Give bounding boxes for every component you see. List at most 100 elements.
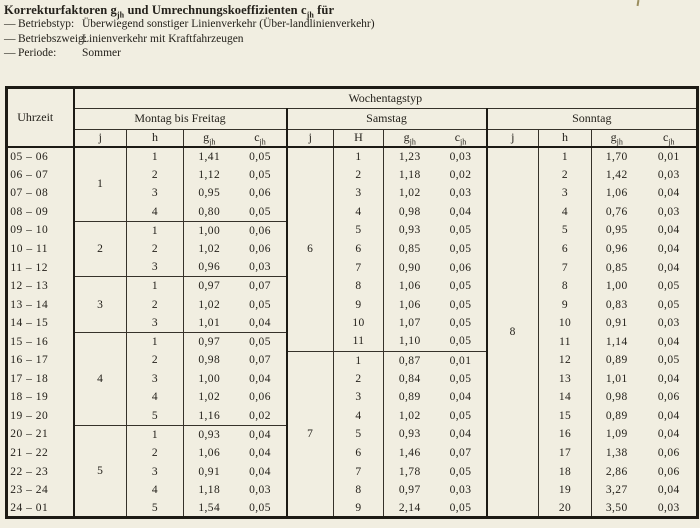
time-cell: 16 – 17	[6, 351, 75, 370]
time-cell: 05 – 06	[6, 147, 75, 166]
sa-h-cell: 2	[333, 369, 384, 389]
time-cell: 17 – 18	[6, 369, 75, 389]
so-g-cell: 3,27	[605, 484, 628, 497]
sa-g-cell: 1,46	[398, 447, 421, 460]
sa-c-cell: 0,03	[435, 480, 488, 500]
mf-g-cell: 1,02	[198, 391, 221, 404]
so-g-cell: 0,89	[605, 354, 628, 367]
meta-row-betriebstyp: — Betriebstyp: Überwiegend sonstiger Lin…	[4, 17, 700, 32]
mf-h-cell: 1	[126, 425, 184, 444]
mf-g-cell: 1,00	[198, 372, 221, 385]
mf-j-cell: 3	[73, 276, 127, 333]
mf-g-cell: 1,41	[198, 150, 221, 163]
mf-h-cell: 2	[126, 165, 184, 185]
title-text: Korrekturfaktoren g	[4, 3, 117, 17]
so-g-cell: 1,42	[605, 168, 628, 181]
mf-g-cell: 0,93	[198, 428, 221, 441]
sa-h-cell: 8	[333, 276, 384, 296]
sa-g-cell: 1,02	[398, 409, 421, 422]
so-g-cell: 0,85	[605, 261, 628, 274]
title-text: für	[313, 3, 335, 17]
sa-c-cell: 0,03	[435, 184, 488, 203]
mf-c-cell: 0,05	[234, 295, 288, 314]
sa-c-cell: 0,05	[435, 462, 488, 481]
sa-c-cell: 0,07	[435, 443, 488, 463]
mf-h-cell: 3	[126, 258, 184, 278]
table-row: 08 – 09 4 0,80 0,05 4 0,98 0,04 4 0,76 0,03	[6, 202, 698, 222]
mf-h-cell: 4	[126, 388, 184, 407]
table-row: 21 – 22 2 1,06 0,04 6 1,46 0,07 17 1,38 0,06	[6, 443, 698, 463]
so-h-cell: 11	[538, 332, 592, 352]
table-body: 05 – 06 1 1 1,41 0,05 6 1 1,23 0,03 8 1 1,70 0,01 06 …	[6, 147, 698, 518]
mf-c-cell: 0,03	[234, 258, 288, 278]
time-cell: 12 – 13	[6, 276, 75, 296]
so-h-cell: 1	[538, 147, 592, 166]
so-c-cell: 0,01	[657, 150, 680, 163]
mf-c-cell: 0,06	[234, 184, 288, 203]
col-header-sa-c: cjh	[435, 129, 488, 148]
so-c-cell: 0,03	[657, 205, 680, 218]
table-row: 06 – 07 2 1,12 0,05 2 1,18 0,02 2 1,42 0,03	[6, 165, 698, 185]
sa-c-cell: 0,05	[435, 406, 488, 426]
mf-h-cell: 3	[126, 369, 184, 389]
meta-value: Überwiegend sonstiger Linienverkehr (Übe…	[82, 18, 375, 30]
mf-h-cell: 4	[126, 480, 184, 500]
so-h-cell: 12	[538, 351, 592, 370]
col-header-sa-g: gjh	[383, 129, 436, 148]
so-c-cell: 0,03	[657, 501, 680, 514]
sa-c-cell: 0,05	[435, 276, 488, 296]
sa-c-cell: 0,05	[435, 295, 488, 314]
meta-value: Sommer	[82, 47, 121, 59]
time-cell: 15 – 16	[6, 332, 75, 352]
sa-h-cell: 1	[333, 351, 384, 370]
time-cell: 10 – 11	[6, 239, 75, 259]
table-row: 11 – 12 3 0,96 0,03 7 0,90 0,06 7 0,85 0,04	[6, 258, 698, 278]
so-h-cell: 4	[538, 202, 592, 222]
section-header-samstag: Samstag	[286, 108, 488, 130]
so-h-cell: 19	[538, 480, 592, 500]
so-h-cell: 16	[538, 425, 592, 444]
mf-j-cell: 2	[73, 221, 127, 278]
sa-g-cell: 1,06	[398, 298, 421, 311]
mf-h-cell: 4	[126, 202, 184, 222]
header-row-group: Uhrzeit Wochentagstyp	[6, 87, 698, 148]
dash-bullet: —	[4, 47, 16, 59]
sa-h-cell: 6	[333, 239, 384, 259]
mf-g-cell: 1,00	[198, 224, 221, 237]
table-row: 12 – 13 3 1 0,97 0,07 8 1,06 0,05 8 1,00 0,05	[6, 276, 698, 333]
time-cell: 09 – 10	[6, 221, 75, 240]
mf-h-cell: 5	[126, 499, 184, 518]
col-header-uhrzeit: Uhrzeit	[6, 87, 75, 148]
mf-h-cell: 1	[126, 147, 184, 166]
sa-h-cell: 7	[333, 258, 384, 277]
so-c-cell: 0,05	[657, 354, 680, 367]
mf-g-cell: 0,95	[198, 187, 221, 200]
time-cell: 11 – 12	[6, 258, 75, 277]
table-header: Uhrzeit Wochentagstyp Montag bis Freitag…	[6, 87, 698, 148]
meta-row-periode: — Periode: Sommer	[4, 46, 700, 61]
mf-c-cell: 0,05	[234, 165, 288, 185]
col-header-so-g: gjh	[591, 129, 642, 148]
sa-g-cell: 1,10	[383, 332, 436, 352]
mf-g-cell: 0,97	[198, 280, 221, 293]
col-header-mf-h: h	[126, 129, 184, 148]
mf-c-cell: 0,04	[234, 425, 288, 444]
mf-h-cell: 2	[126, 295, 184, 314]
mf-h-cell: 3	[126, 462, 184, 481]
header-row-symbols: j h gjh cjh j H gjh cjh j h gjh cjh	[7, 129, 698, 148]
so-g-cell: 0,95	[605, 224, 628, 237]
sa-h-cell: 9	[333, 499, 384, 518]
title-text: und Umrechnungskoeffizienten c	[124, 3, 307, 17]
so-g-cell: 1,09	[605, 428, 628, 441]
so-g-cell: 1,38	[605, 447, 628, 460]
so-c-cell: 0,05	[657, 280, 680, 293]
so-g-cell: 3,50	[605, 501, 628, 514]
mf-c-cell: 0,04	[234, 462, 288, 481]
sa-c-cell: 0,05	[435, 332, 488, 352]
sa-c-cell: 0,05	[435, 369, 488, 389]
sa-g-cell: 1,18	[398, 168, 421, 181]
section-header-montag-bis-freitag: Montag bis Freitag	[73, 108, 288, 130]
so-c-cell: 0,04	[657, 224, 680, 237]
col-header-sa-h: H	[333, 129, 384, 148]
so-g-cell: 1,00	[605, 280, 628, 293]
